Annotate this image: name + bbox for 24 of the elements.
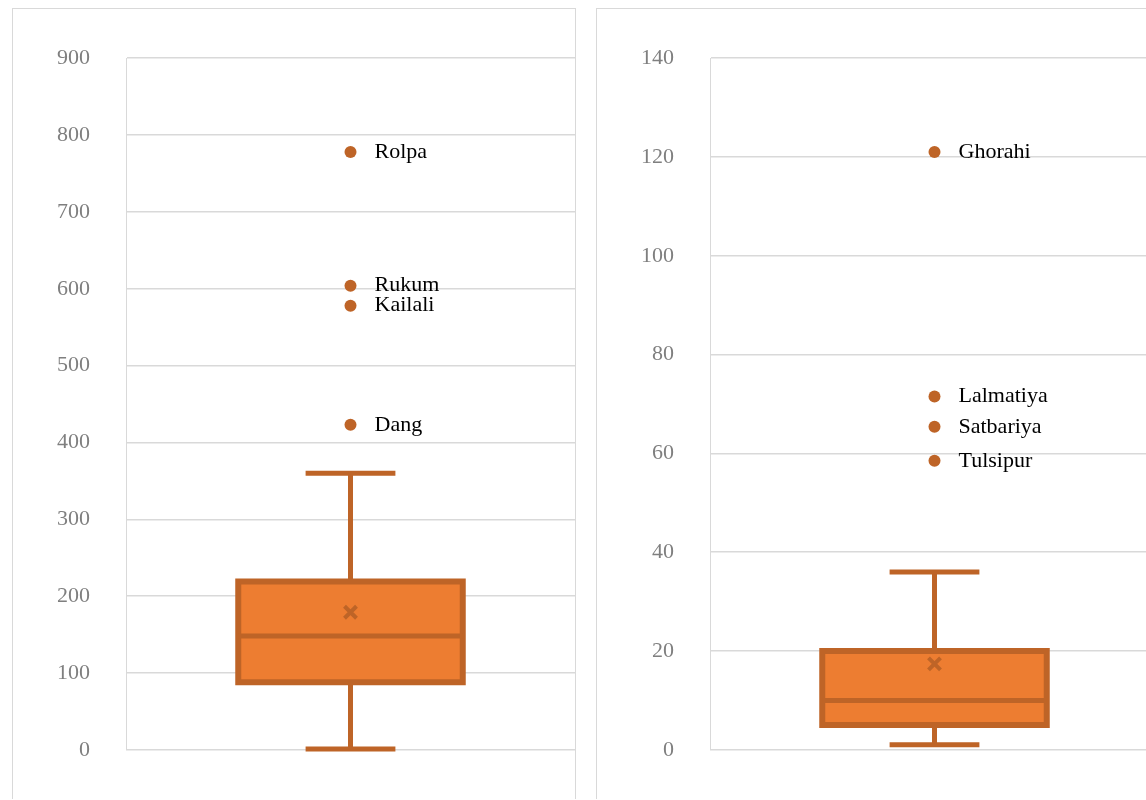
y-tick-label: 140 bbox=[641, 43, 674, 69]
y-tick-label: 60 bbox=[652, 439, 674, 465]
annotation: Dang bbox=[374, 410, 423, 436]
y-tick-label: 800 bbox=[57, 120, 90, 146]
y-tick-label: 0 bbox=[79, 735, 90, 761]
annotation: Satbariya bbox=[958, 412, 1042, 438]
y-tick-label: 100 bbox=[57, 658, 90, 684]
y-tick-label: 600 bbox=[57, 274, 90, 300]
y-tick-label: 100 bbox=[641, 241, 674, 267]
y-tick-label: 40 bbox=[652, 537, 674, 563]
y-tick-label: 700 bbox=[57, 197, 90, 223]
annotation: Lalmatiya bbox=[958, 382, 1048, 408]
y-tick-label: 0 bbox=[663, 735, 674, 761]
y-tick-label: 400 bbox=[57, 428, 90, 454]
y-tick-label: 300 bbox=[57, 505, 90, 531]
annotation: Ghorahi bbox=[958, 137, 1031, 163]
y-tick-label: 120 bbox=[641, 142, 674, 168]
y-tick-label: 80 bbox=[652, 340, 674, 366]
y-tick-label: 20 bbox=[652, 636, 674, 662]
annotation: Rolpa bbox=[374, 137, 428, 163]
y-tick-label: 500 bbox=[57, 351, 90, 377]
y-tick-label: 200 bbox=[57, 581, 90, 607]
annotation: Tulsipur bbox=[958, 446, 1033, 472]
y-tick-label: 900 bbox=[57, 43, 90, 69]
